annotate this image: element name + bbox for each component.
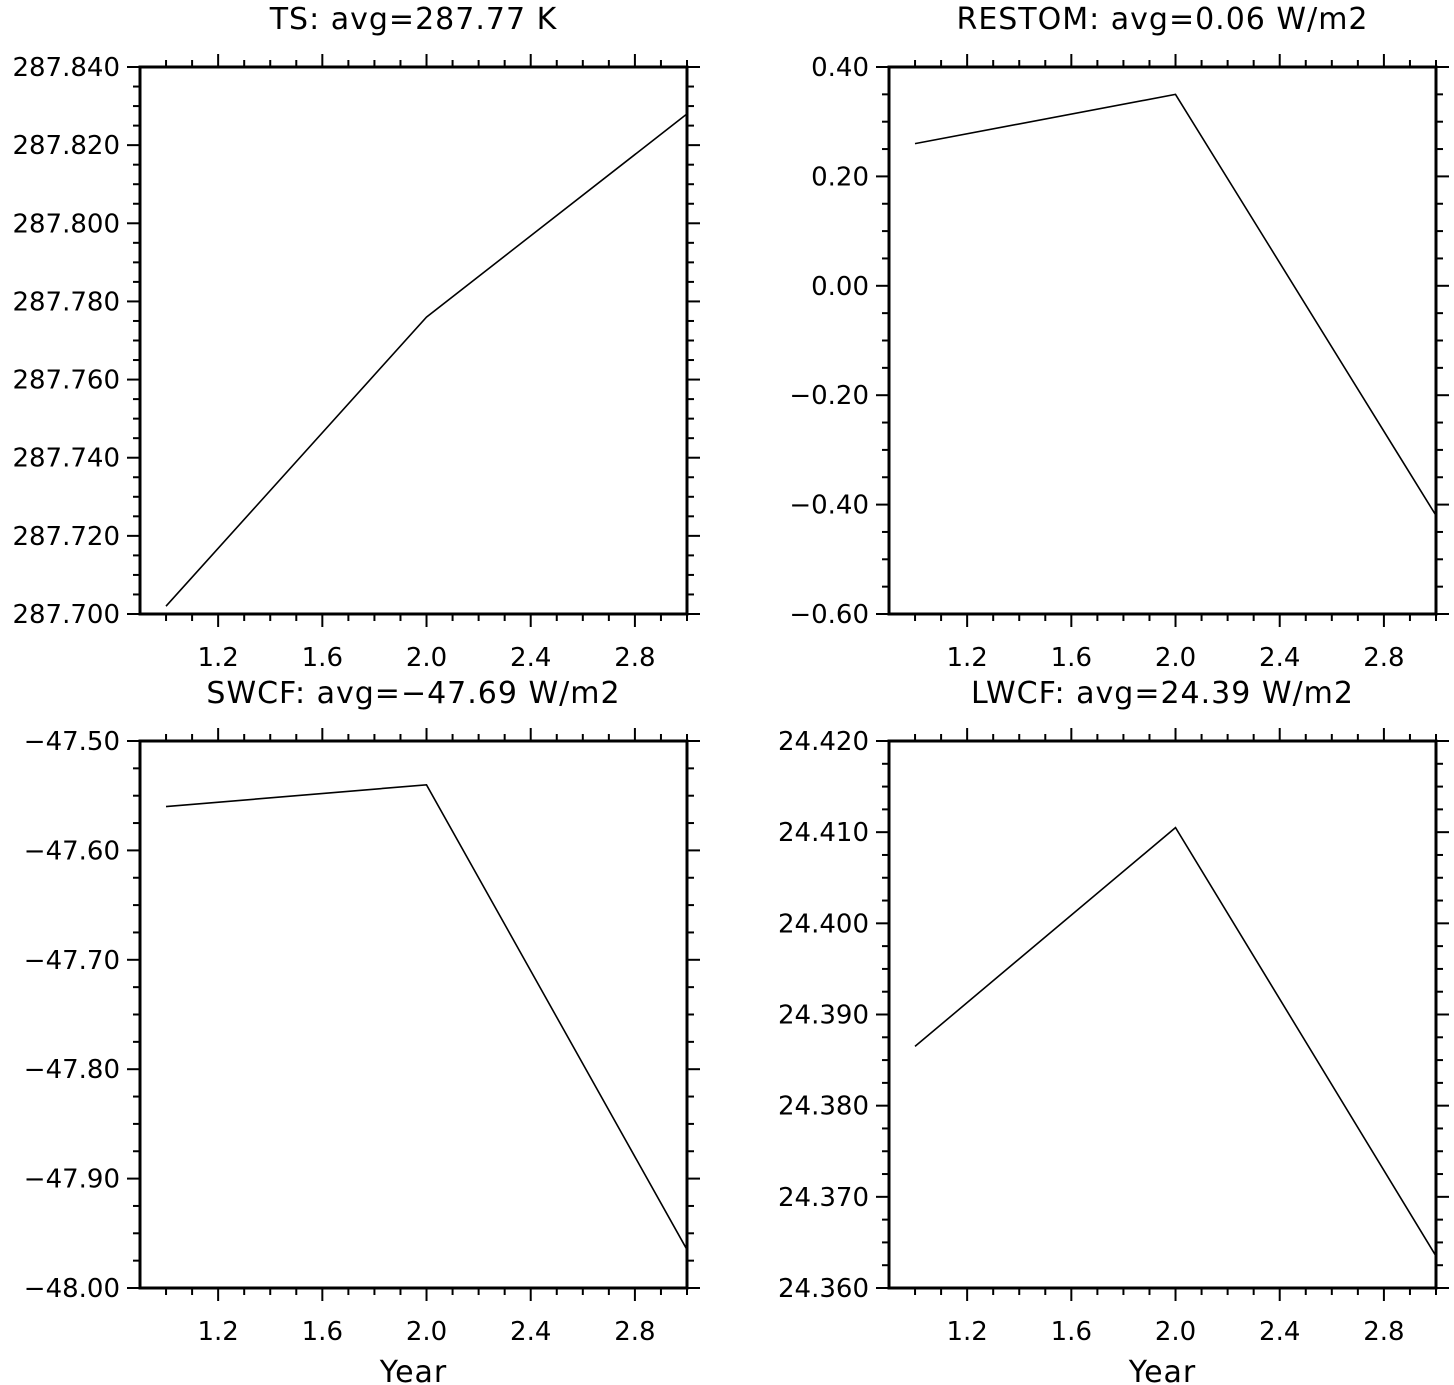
x-axis-title: Year bbox=[1128, 1355, 1197, 1385]
x-tick-label: 1.6 bbox=[302, 1317, 343, 1347]
x-tick-label: 1.2 bbox=[197, 1317, 238, 1347]
y-tick-label: −47.80 bbox=[24, 1055, 120, 1085]
x-tick-label: 2.0 bbox=[1155, 1317, 1196, 1347]
y-tick-label: 287.780 bbox=[12, 287, 120, 317]
y-tick-label: −47.50 bbox=[24, 727, 120, 757]
chart-title: SWCF: avg=−47.69 W/m2 bbox=[206, 676, 620, 711]
x-tick-label: 2.4 bbox=[510, 1317, 551, 1347]
y-tick-label: −48.00 bbox=[24, 1274, 120, 1304]
y-tick-label: 287.820 bbox=[12, 131, 120, 161]
plot-frame bbox=[138, 739, 689, 1290]
x-tick-label: 2.8 bbox=[1363, 643, 1404, 673]
chart-panel-3: SWCF: avg=−47.69 W/m2 −48.00 −47.90 −47.80 −… bbox=[24, 676, 700, 1385]
x-tick-label: 2.0 bbox=[406, 1317, 447, 1347]
y-tick-label: 24.410 bbox=[778, 818, 869, 848]
chart-title: TS: avg=287.77 K bbox=[269, 2, 558, 37]
y-tick-label: −0.60 bbox=[789, 600, 869, 630]
x-tick-label: 2.0 bbox=[1155, 643, 1196, 673]
plot-frame bbox=[887, 65, 1438, 616]
chart-panel-4: LWCF: avg=24.39 W/m2 24.360 24.370 24.380 24… bbox=[778, 676, 1449, 1385]
series-line bbox=[914, 93, 1437, 516]
x-tick-label: 2.8 bbox=[614, 1317, 655, 1347]
x-tick-label: 2.4 bbox=[510, 643, 551, 673]
x-tick-label: 1.2 bbox=[946, 643, 987, 673]
y-tick-label: −47.60 bbox=[24, 836, 120, 866]
x-tick-label: 2.8 bbox=[1363, 1317, 1404, 1347]
plot-frame bbox=[887, 739, 1438, 1290]
x-axis-title: Year bbox=[379, 1355, 448, 1385]
x-tick-label: 1.6 bbox=[1051, 1317, 1092, 1347]
x-tick-label: 1.2 bbox=[197, 643, 238, 673]
series-line bbox=[165, 113, 688, 607]
x-tick-label: 2.4 bbox=[1259, 1317, 1300, 1347]
y-tick-label: −0.40 bbox=[789, 491, 869, 521]
chart-panel-1: TS: avg=287.77 K 287.700 287.720 287.740 287… bbox=[12, 2, 700, 673]
x-tick-label: 1.2 bbox=[946, 1317, 987, 1347]
y-tick-label: 24.400 bbox=[778, 909, 869, 939]
plot-frame bbox=[138, 65, 689, 616]
y-tick-label: −47.70 bbox=[24, 946, 120, 976]
y-tick-label: 287.800 bbox=[12, 209, 120, 239]
y-tick-label: 287.700 bbox=[12, 600, 120, 630]
x-tick-label: 2.8 bbox=[614, 643, 655, 673]
x-tick-label: 1.6 bbox=[1051, 643, 1092, 673]
y-tick-label: −47.90 bbox=[24, 1165, 120, 1195]
y-tick-label: 0.20 bbox=[811, 162, 869, 192]
y-tick-label: −0.20 bbox=[789, 381, 869, 411]
y-tick-label: 24.420 bbox=[778, 727, 869, 757]
y-tick-label: 287.740 bbox=[12, 444, 120, 474]
y-tick-label: 0.40 bbox=[811, 53, 869, 83]
y-tick-label: 287.720 bbox=[12, 522, 120, 552]
chart-title: RESTOM: avg=0.06 W/m2 bbox=[956, 2, 1368, 37]
y-tick-label: 24.360 bbox=[778, 1274, 869, 1304]
x-tick-label: 2.0 bbox=[406, 643, 447, 673]
chart-title: LWCF: avg=24.39 W/m2 bbox=[971, 676, 1354, 711]
y-tick-label: 0.00 bbox=[811, 272, 869, 302]
y-tick-label: 287.760 bbox=[12, 366, 120, 396]
x-tick-label: 1.6 bbox=[302, 643, 343, 673]
series-line bbox=[165, 783, 688, 1251]
series-line bbox=[914, 826, 1437, 1257]
y-tick-label: 24.380 bbox=[778, 1092, 869, 1122]
y-tick-label: 287.840 bbox=[12, 53, 120, 83]
x-tick-label: 2.4 bbox=[1259, 643, 1300, 673]
chart-panel-2: RESTOM: avg=0.06 W/m2 −0.60 −0.40 −0.20 0.00… bbox=[789, 2, 1449, 673]
y-tick-label: 24.370 bbox=[778, 1183, 869, 1213]
y-tick-label: 24.390 bbox=[778, 1001, 869, 1031]
